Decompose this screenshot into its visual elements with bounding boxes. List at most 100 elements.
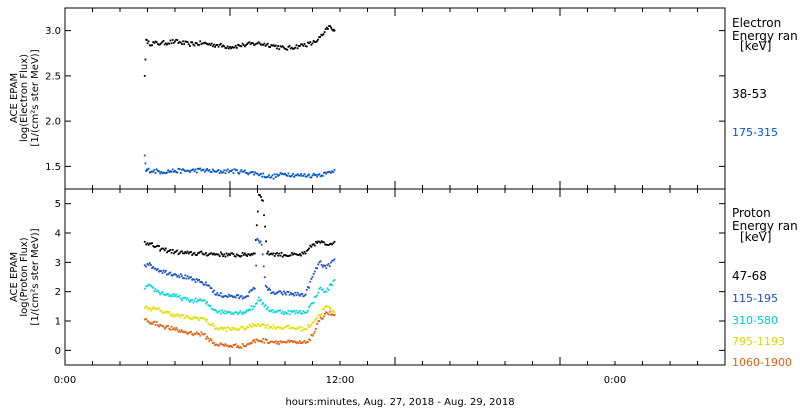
data-point-38-53 (272, 44, 275, 47)
data-point-47-68 (231, 252, 234, 255)
data-point-38-53 (187, 43, 190, 46)
data-point-1060-1900 (287, 339, 290, 342)
data-point-47-68 (192, 252, 195, 255)
data-point-795-1193 (328, 306, 331, 309)
data-point-47-68 (174, 251, 176, 253)
data-point-795-1193 (176, 313, 179, 316)
data-point-47-68 (293, 252, 296, 255)
data-point-795-1193 (174, 314, 176, 317)
data-point-47-68 (264, 225, 266, 228)
data-point-115-195 (245, 295, 247, 298)
data-point-1060-1900 (325, 311, 328, 314)
data-point-310-580 (247, 309, 250, 312)
data-point-115-195 (324, 264, 327, 267)
x-tick-label-1: 12:00 (326, 375, 355, 386)
data-point-310-580 (222, 311, 225, 314)
data-point-175-315 (274, 176, 277, 179)
data-point-47-68 (216, 253, 219, 256)
data-point-1060-1900 (210, 339, 213, 342)
data-point-38-53 (238, 44, 241, 47)
data-point-47-68 (163, 249, 166, 252)
data-point-47-68 (229, 254, 231, 256)
data-point-795-1193 (313, 319, 316, 322)
data-point-795-1193 (315, 318, 317, 321)
data-point-115-195 (147, 264, 150, 266)
data-point-115-195 (259, 240, 262, 243)
data-point-47-68 (147, 243, 150, 246)
data-point-310-580 (143, 287, 146, 290)
data-point-1060-1900 (176, 328, 179, 331)
data-point-310-580 (265, 308, 268, 310)
data-point-310-580 (209, 305, 212, 307)
data-point-175-315 (217, 169, 220, 171)
data-point-795-1193 (211, 322, 214, 325)
data-point-310-580 (182, 297, 184, 300)
data-point-115-195 (268, 287, 270, 290)
data-point-47-68 (168, 250, 171, 252)
data-point-47-68 (309, 244, 312, 247)
data-point-38-53 (240, 45, 243, 48)
data-point-38-53 (274, 44, 277, 47)
data-point-38-53 (229, 46, 231, 48)
data-point-38-53 (295, 44, 298, 47)
data-point-38-53 (221, 45, 223, 48)
data-point-310-580 (307, 309, 309, 312)
data-point-310-580 (286, 312, 289, 315)
data-point-175-315 (182, 168, 184, 171)
data-point-1060-1900 (153, 320, 156, 323)
data-point-115-195 (286, 290, 289, 293)
data-point-47-68 (184, 250, 187, 253)
data-point-115-195 (251, 288, 254, 291)
data-point-1060-1900 (328, 310, 331, 313)
data-point-310-580 (201, 299, 204, 302)
data-point-175-315 (247, 173, 250, 176)
data-point-175-315 (194, 168, 197, 171)
data-point-115-195 (264, 284, 267, 287)
data-point-115-195 (191, 278, 194, 281)
data-point-1060-1900 (312, 332, 315, 335)
data-point-795-1193 (312, 321, 315, 324)
data-point-115-195 (270, 292, 273, 295)
data-point-47-68 (166, 251, 168, 254)
data-point-310-580 (195, 300, 198, 303)
data-point-115-195 (315, 267, 317, 270)
data-point-47-68 (242, 254, 245, 256)
data-point-47-68 (188, 251, 191, 254)
data-point-115-195 (217, 294, 220, 297)
data-point-310-580 (230, 312, 233, 315)
data-point-175-315 (234, 169, 237, 172)
data-point-47-68 (151, 242, 153, 245)
data-point-47-68 (197, 252, 199, 255)
data-point-47-68 (332, 242, 335, 245)
data-point-310-580 (332, 280, 335, 283)
data-point-175-315 (282, 173, 285, 176)
data-point-115-195 (287, 290, 290, 293)
data-point-1060-1900 (249, 341, 252, 344)
data-point-1060-1900 (256, 339, 259, 341)
data-point-175-315 (229, 170, 231, 172)
data-point-310-580 (255, 302, 258, 305)
data-point-38-53 (185, 40, 188, 43)
data-point-795-1193 (263, 324, 266, 326)
x-tick-label-2: 0:00 (604, 375, 626, 386)
y-tick-label: 2.5 (45, 71, 61, 82)
data-point-47-68 (304, 252, 307, 255)
data-point-310-580 (246, 309, 248, 312)
data-point-310-580 (257, 296, 260, 299)
data-point-795-1193 (257, 323, 260, 326)
data-point-1060-1900 (224, 343, 227, 346)
data-point-47-68 (153, 246, 156, 248)
data-point-310-580 (146, 284, 149, 287)
data-point-310-580 (317, 291, 320, 294)
data-point-310-580 (248, 308, 251, 311)
data-point-175-315 (230, 170, 233, 172)
data-point-1060-1900 (301, 342, 304, 344)
data-point-1060-1900 (263, 341, 266, 344)
data-point-38-53 (222, 44, 225, 47)
data-point-310-580 (159, 293, 162, 296)
data-point-47-68 (237, 254, 239, 257)
data-point-795-1193 (151, 308, 153, 310)
data-point-1060-1900 (188, 331, 191, 334)
data-point-310-580 (186, 297, 189, 300)
data-point-795-1193 (186, 315, 189, 318)
